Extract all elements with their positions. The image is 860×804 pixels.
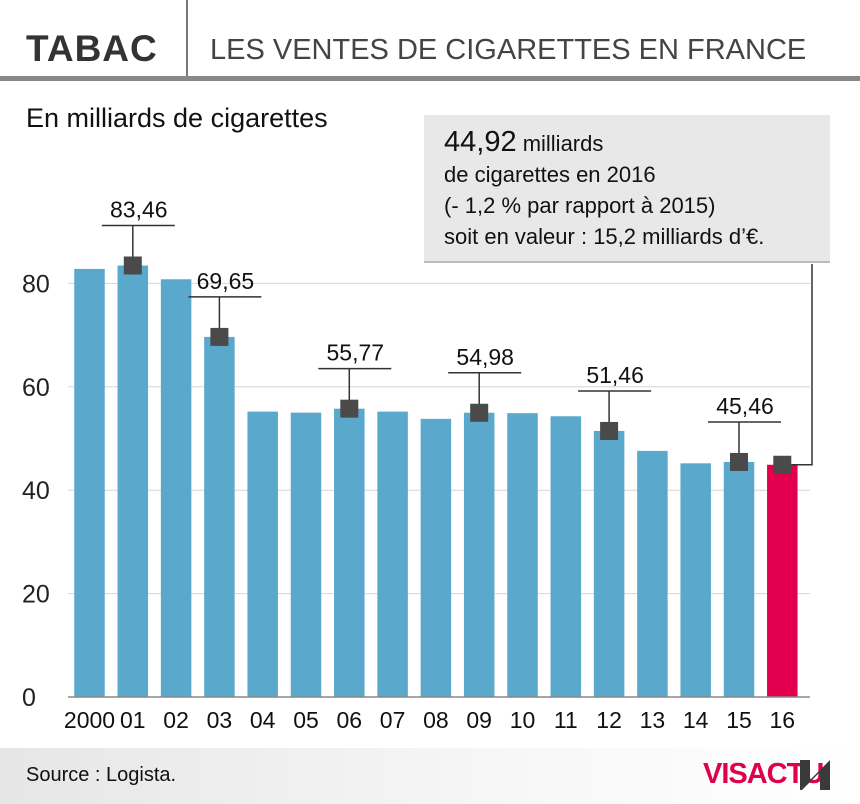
- page-subtitle: LES VENTES DE CIGARETTES EN FRANCE: [210, 34, 807, 66]
- bar: [377, 411, 408, 697]
- page-title: TABAC: [26, 28, 158, 69]
- y-tick-label: 80: [22, 270, 50, 298]
- data-label: 83,46: [110, 197, 168, 223]
- y-tick-label: 60: [22, 374, 50, 402]
- header-rule: [0, 76, 860, 81]
- data-marker: [210, 327, 229, 346]
- callout-box: 44,92 milliards de cigarettes en 2016 (-…: [424, 115, 830, 263]
- callout-line3: (- 1,2 % par rapport à 2015): [444, 193, 716, 218]
- x-tick-label: 12: [596, 707, 622, 733]
- footer: [0, 748, 860, 804]
- y-tick-label: 20: [22, 581, 50, 609]
- x-tick-label: 06: [337, 707, 363, 733]
- callout-line4: soit en valeur : 15,2 milliards d’€.: [444, 224, 765, 249]
- callout-line2: de cigarettes en 2016: [444, 162, 656, 187]
- x-tick-label: 14: [683, 707, 709, 733]
- data-label: 45,46: [716, 393, 774, 419]
- bar: [680, 463, 711, 697]
- data-label: 54,98: [456, 344, 514, 370]
- bar: [463, 412, 495, 697]
- x-tick-label: 07: [380, 707, 406, 733]
- x-tick-label: 13: [640, 707, 666, 733]
- x-tick-label: 05: [293, 707, 319, 733]
- data-marker: [600, 421, 619, 440]
- source-note: Source : Logista.: [26, 764, 177, 786]
- bar: [204, 336, 235, 697]
- x-tick-label: 09: [466, 707, 492, 733]
- bar: [507, 413, 538, 697]
- callout-line1: 44,92 milliards: [444, 127, 830, 159]
- y-tick-label: 40: [22, 477, 50, 505]
- x-tick-label: 10: [510, 707, 536, 733]
- callout-value: 44,92: [444, 126, 517, 158]
- x-tick-label: 03: [207, 707, 233, 733]
- callout-line1-rest: milliards: [516, 131, 604, 156]
- x-tick-label: 08: [423, 707, 449, 733]
- bar: [74, 268, 105, 697]
- bar: [637, 450, 668, 697]
- data-marker: [340, 399, 359, 418]
- data-marker: [470, 403, 489, 422]
- bar: [117, 265, 149, 697]
- bar-highlight: [767, 464, 798, 697]
- x-tick-label: 04: [250, 707, 276, 733]
- bar: [247, 411, 278, 697]
- bar: [290, 412, 322, 697]
- x-tick-label: 02: [163, 707, 189, 733]
- y-tick-label: 0: [22, 684, 36, 712]
- bar: [160, 279, 192, 697]
- data-marker: [123, 256, 142, 275]
- bar: [420, 418, 452, 697]
- data-label: 55,77: [327, 340, 385, 366]
- x-tick-label: 2000: [64, 707, 115, 733]
- x-tick-label: 11: [554, 707, 578, 733]
- x-tick-label: 01: [120, 707, 146, 733]
- callout-leader: [782, 264, 813, 466]
- visactu-logo-mark-icon: [800, 760, 830, 790]
- data-label: 51,46: [586, 362, 644, 388]
- bar-chart: 0 20 40 60 80 2000 01 02 03 04 05 06 07 08 09 10 11 12 13 1…: [22, 197, 813, 733]
- x-tick-label: 15: [726, 707, 752, 733]
- title-divider: [186, 0, 188, 78]
- bar: [550, 416, 582, 697]
- data-label: 69,65: [197, 268, 255, 294]
- header: TABAC LES VENTES DE CIGARETTES EN FRANCE: [0, 0, 860, 81]
- bar: [723, 461, 755, 697]
- bar: [593, 430, 625, 697]
- data-marker-highlight: [773, 455, 792, 474]
- x-tick-label: 16: [770, 707, 796, 733]
- unit-label: En milliards de cigarettes: [26, 103, 328, 133]
- bar: [334, 408, 365, 697]
- data-marker: [730, 452, 748, 471]
